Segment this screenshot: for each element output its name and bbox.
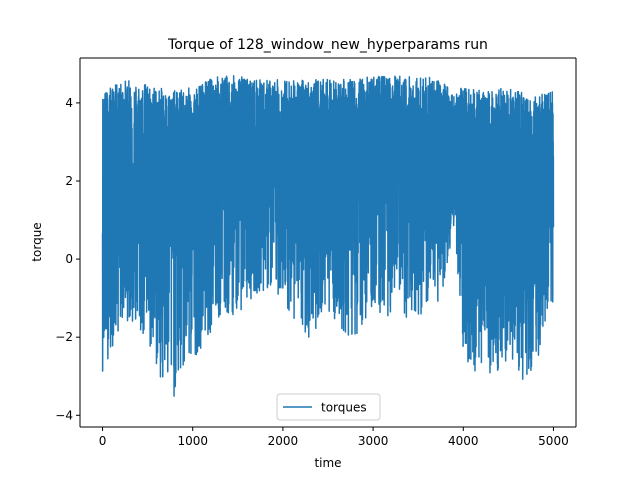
- legend: torques: [276, 393, 381, 421]
- y-tick-label: 2: [65, 174, 73, 188]
- y-tick-label: −4: [55, 408, 73, 422]
- x-axis-label: time: [314, 456, 341, 470]
- series-line-torques: [101, 75, 555, 397]
- x-tick-label: 5000: [538, 434, 569, 448]
- x-tick-label: 3000: [358, 434, 389, 448]
- x-tick-label: 2000: [268, 434, 299, 448]
- y-axis-label: torque: [30, 222, 44, 261]
- y-tick-label: 4: [65, 96, 73, 110]
- legend-label-torques: torques: [321, 401, 367, 415]
- y-tick-label: 0: [65, 252, 73, 266]
- x-tick-label: 1000: [177, 434, 208, 448]
- x-tick-label: 0: [99, 434, 107, 448]
- y-tick-label: −2: [55, 330, 73, 344]
- legend-box: [276, 393, 381, 421]
- x-tick-label: 4000: [448, 434, 479, 448]
- chart-title: Torque of 128_window_new_hyperparams run: [167, 37, 488, 53]
